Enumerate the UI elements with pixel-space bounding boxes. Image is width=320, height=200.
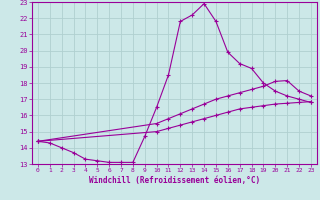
X-axis label: Windchill (Refroidissement éolien,°C): Windchill (Refroidissement éolien,°C)	[89, 176, 260, 185]
